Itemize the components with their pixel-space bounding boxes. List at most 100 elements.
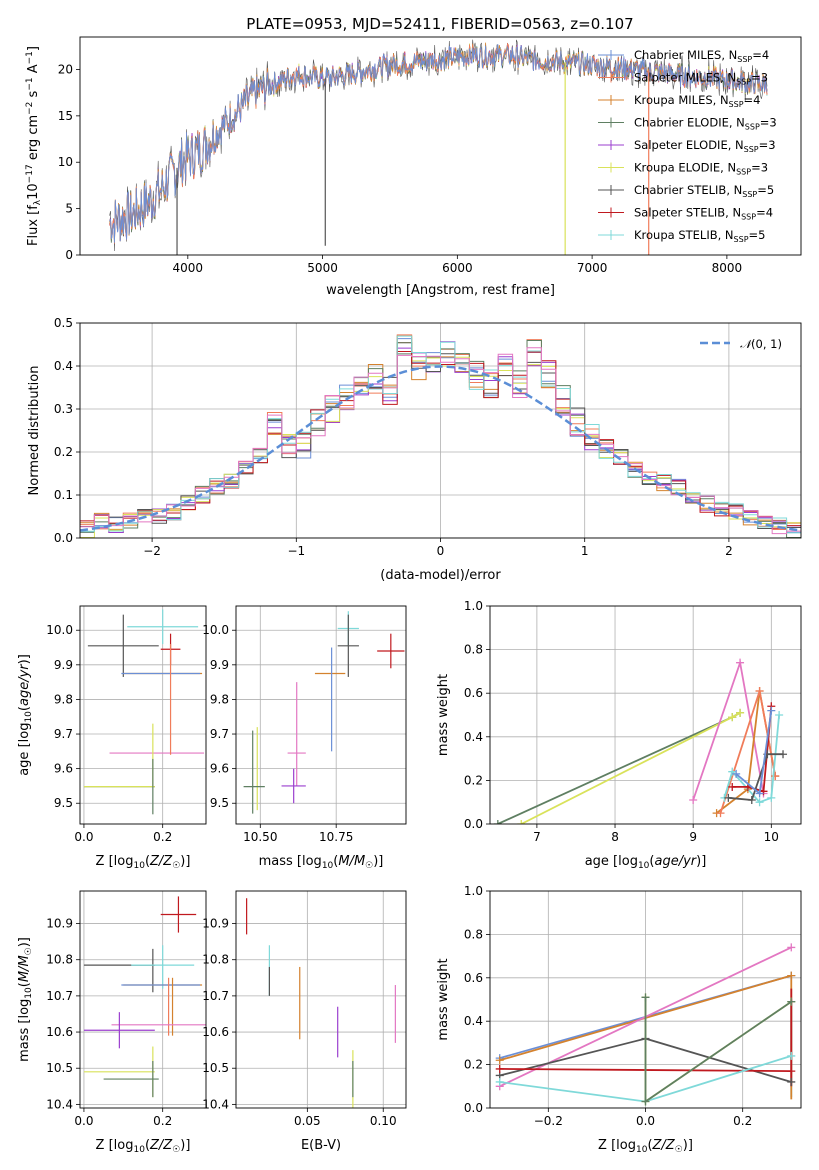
y-tick-label: 0.1 [54,488,73,502]
plot-area [490,891,801,1108]
y-axis-label: Flux [fλ10−17 erg cm−2 s−1 A−1] [25,46,43,246]
legend-entry: Kroupa ELODIE, NSSP=3 [634,161,768,177]
x-tick-label: 10 [764,830,779,844]
y-tick-label: 1.0 [464,884,483,898]
y-tick-label: 1.0 [464,599,483,613]
weight-point [787,943,796,952]
x-tick-label: 1 [581,544,589,558]
legend-entry: Salpeter STELIB, NSSP=4 [634,206,773,222]
weight-point [493,820,502,824]
legend-entry: Chabrier ELODIE, NSSP=3 [634,116,777,132]
y-axis-label: age [log10(age/yr)] [17,654,34,776]
y-tick-label: 0.6 [464,686,483,700]
panel-mass-vs-Z: 0.0 0.2 10.4 10.5 10.6 10.7 10.8 10.9 Z [log10(Z… [17,890,207,1155]
legend-entry: Kroupa MILES, NSSP=4 [634,93,760,109]
legend-entry: Chabrier MILES, NSSP=4 [634,48,769,64]
weight-point [767,793,776,802]
x-axis-label: (data-model)/error [380,568,501,583]
y-tick-label: 0.8 [464,643,483,657]
y-tick-label: 10.9 [202,917,229,931]
weight-point [755,687,764,696]
spectrum-series-line [109,44,768,243]
plot-area [80,606,206,824]
weight-point [689,796,698,805]
weight-point [716,809,725,818]
weight-point [641,1097,650,1106]
y-tick-label: 9.7 [210,727,229,741]
x-tick-label: 0.0 [74,1114,93,1128]
y-axis-label: Normed distribution [27,366,42,496]
x-tick-label: 9 [689,830,697,844]
y-tick-label: 10.0 [202,623,229,637]
panel-weight-vs-age: 7 8 9 10 0.0 0.2 0.4 0.6 0.8 1.0 age [log10(age/yr… [436,599,802,871]
legend-entry: Salpeter ELODIE, NSSP=3 [634,138,776,154]
axes-frame [489,605,802,825]
x-axis-label: mass [log10(M/M☉)] [259,854,384,871]
y-tick-label: 0.2 [464,773,483,787]
plot-area [236,891,406,1108]
y-tick-label: 9.9 [210,658,229,672]
x-tick-label: −0.2 [534,1114,563,1128]
weight-point [779,750,788,759]
y-tick-label: 0.4 [54,359,73,373]
y-tick-label: 0 [65,248,73,262]
y-tick-label: 9.8 [210,692,229,706]
x-tick-label: 0.10 [370,1114,397,1128]
x-tick-label: 0.0 [74,830,93,844]
axes-frame [79,36,802,256]
weight-point [775,711,784,719]
y-tick-label: 0.0 [54,531,73,545]
y-tick-label: 10.8 [202,953,229,967]
weight-point [641,993,650,1002]
y-tick-label: 9.6 [210,762,229,776]
plot-area [80,323,801,538]
weight-point [787,1077,796,1086]
plot-area [490,606,801,824]
plot-area [236,606,406,824]
y-axis-label: mass weight [436,674,451,756]
panel-age-vs-Z: 0.0 0.2 9.5 9.6 9.7 9.8 9.9 10.0 Z [log10(Z/Z☉)]… [17,605,207,871]
y-tick-label: 10.0 [46,623,73,637]
x-tick-label: −1 [287,544,305,558]
x-tick-label: 5000 [307,261,338,275]
weight-point [787,1051,796,1060]
y-tick-label: 10 [58,155,73,169]
axes-frame [235,890,407,1109]
weight-point [787,1067,796,1076]
y-tick-label: 9.7 [54,727,73,741]
panel-age-vs-mass: 10.50 10.75 9.5 9.6 9.7 9.8 9.9 10.0 mass [log10… [202,605,407,871]
x-tick-label: 4000 [173,261,204,275]
axes-frame [235,605,407,825]
x-tick-label: 0.0 [636,1114,655,1128]
x-axis-label: Z [log10(Z/Z☉)] [598,1138,693,1155]
residual-histogram [80,347,801,538]
x-axis-label: Z [log10(Z/Z☉)] [96,854,191,871]
y-tick-label: 0.4 [464,1014,483,1028]
x-tick-label: 0.05 [294,1114,321,1128]
x-tick-label: 2 [725,544,733,558]
x-tick-label: 0 [437,544,445,558]
x-tick-label: 0.2 [153,830,172,844]
weight-series-line [644,997,792,1104]
weight-point [736,658,745,667]
legend-entry: 𝒩(0, 1) [740,337,782,351]
panel-weight-vs-Z: −0.2 0.0 0.2 0.0 0.2 0.4 0.6 0.8 1.0 Z [log10(Z/Z… [436,884,802,1155]
y-tick-label: 0.8 [464,927,483,941]
y-tick-label: 9.9 [54,658,73,672]
legend-entry: Kroupa STELIB, NSSP=5 [634,228,765,244]
weight-point [517,820,526,824]
y-tick-label: 10.6 [46,1025,73,1039]
y-axis-label: mass weight [436,958,451,1040]
x-axis-label: Z [log10(Z/Z☉)] [96,1138,191,1155]
y-tick-label: 9.8 [54,692,73,706]
y-tick-label: 10.7 [202,989,229,1003]
x-tick-label: 0.2 [153,1114,172,1128]
y-tick-label: 0.6 [464,971,483,985]
panel-spectrum: 4000 5000 6000 7000 8000 0 5 10 15 20 wavelength [… [25,36,802,298]
y-tick-label: 10.5 [202,1061,229,1075]
weight-point [495,1064,504,1073]
weight-point [767,706,776,715]
y-tick-label: 20 [58,62,73,76]
